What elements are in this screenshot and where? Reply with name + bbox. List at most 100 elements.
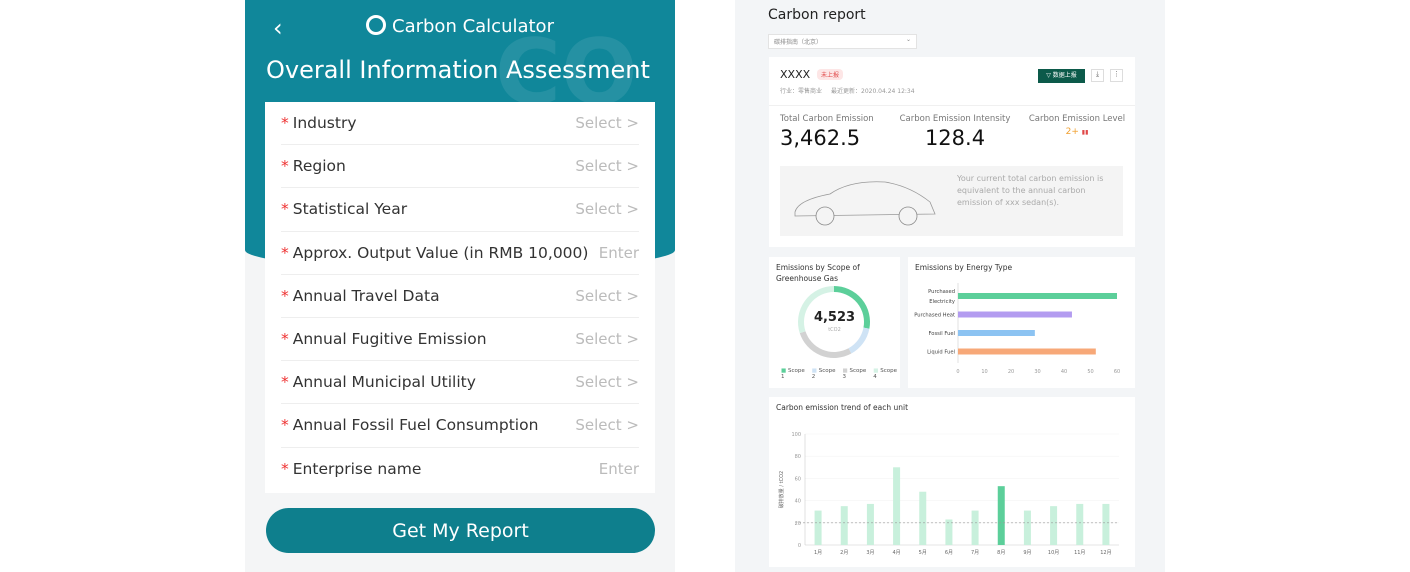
- bar: [958, 311, 1072, 318]
- legend-item: ■ Scope 3: [843, 368, 870, 380]
- assessment-form: * Industry Select > * Region Select > * Statist…: [265, 102, 655, 493]
- donut-slice: [848, 327, 870, 354]
- form-field-row[interactable]: * Statistical Year Select >: [281, 188, 639, 232]
- legend-label: Scope 3: [842, 368, 867, 380]
- x-tick-label: 60: [1114, 369, 1120, 375]
- legend-swatch: ■: [811, 368, 817, 374]
- legend-item: ■ Scope 1: [781, 368, 808, 380]
- form-field-row[interactable]: * Enterprise name Enter: [281, 448, 639, 491]
- scope-legend: ■ Scope 1 ■ Scope 2 ■ Scope 3 ■ Scope 4: [781, 368, 900, 380]
- required-mark: *: [281, 286, 289, 305]
- x-tick-label: 5月: [919, 550, 927, 556]
- kpi-label: Carbon Emission Level: [1028, 114, 1126, 124]
- meta-industry: 行业：零售商业: [780, 88, 823, 95]
- sedan-illustration: [794, 181, 936, 226]
- chart-title: Carbon emission trend of each unit: [776, 403, 909, 412]
- bar: [958, 293, 1117, 299]
- donut-center-unit: tCO2: [828, 327, 841, 333]
- donut-center-value: 4,523: [813, 310, 856, 325]
- bar: [1102, 503, 1110, 545]
- summary-card: XXXX 未上报 行业：零售商业 最近更新：2020.04.24 12:34 ▽…: [769, 57, 1135, 247]
- field-label: Industry: [292, 114, 357, 133]
- legend-item: ■ Scope 4: [873, 368, 900, 380]
- field-action[interactable]: Select >: [575, 157, 639, 176]
- x-tick-label: 30: [1034, 369, 1040, 375]
- form-field-row[interactable]: * Industry Select >: [281, 102, 639, 146]
- form-field-row[interactable]: * Annual Fugitive Emission Select >: [281, 318, 639, 362]
- get-report-button[interactable]: Get My Report: [266, 508, 655, 553]
- bar: [840, 506, 848, 545]
- field-action[interactable]: Select >: [575, 330, 639, 349]
- required-mark: *: [281, 114, 289, 133]
- donut-slice: [799, 331, 852, 358]
- category-label: Purchased Electricity: [928, 289, 955, 305]
- field-action[interactable]: Select >: [575, 286, 639, 305]
- bar: [1023, 510, 1031, 545]
- form-field-row[interactable]: * Approx. Output Value (in RMB 10,000) Ent…: [281, 232, 639, 275]
- form-field-row[interactable]: * Annual Municipal Utility Select >: [281, 361, 639, 405]
- legend-swatch: ■: [842, 368, 848, 374]
- legend-swatch: ■: [873, 368, 879, 374]
- kpi-label: Carbon Emission Intensity: [899, 114, 1011, 124]
- field-label: Annual Municipal Utility: [292, 373, 476, 392]
- level-bars-icon: ▮▮: [1081, 129, 1089, 136]
- field-label: Annual Fossil Fuel Consumption: [292, 416, 539, 435]
- energy-bar-chart: Purchased Electricity Purchased Heat Fossil…: [914, 283, 1120, 375]
- field-action[interactable]: Enter: [598, 460, 639, 479]
- form-field-row[interactable]: * Annual Travel Data Select >: [281, 275, 639, 318]
- legend-label: Scope 2: [811, 368, 836, 380]
- bar: [893, 467, 901, 545]
- form-field-row[interactable]: * Region Select >: [281, 145, 639, 189]
- download-icon[interactable]: ⤓: [1091, 69, 1104, 82]
- bar: [866, 503, 874, 545]
- field-action[interactable]: Enter: [598, 243, 639, 262]
- report-data-button[interactable]: ▽ 数据上报: [1038, 69, 1085, 83]
- scope-donut-chart: [798, 286, 870, 358]
- equivalence-panel: Your current total carbon emission is eq…: [780, 166, 1123, 236]
- bar: [958, 330, 1035, 336]
- x-tick-label: 40: [1061, 369, 1067, 375]
- scope-chart-card: Emissions by Scope of Greenhouse Gas 4,5…: [769, 257, 900, 388]
- y-tick-label: 100: [791, 432, 801, 438]
- chart-title: Emissions by Scope of Greenhouse Gas: [776, 263, 860, 283]
- bar: [1076, 503, 1084, 545]
- required-mark: *: [281, 460, 289, 479]
- page-title: Overall Information Assessment: [266, 56, 650, 84]
- y-tick-label: 40: [795, 499, 801, 505]
- carbon-report-screen: Carbon report 碳排指南（北京） ⌄ XXXX 未上报 行业：零售商业…: [735, 0, 1165, 572]
- required-mark: *: [281, 416, 289, 435]
- x-tick-label: 7月: [971, 550, 979, 556]
- back-icon[interactable]: ‹: [273, 14, 283, 42]
- field-action[interactable]: Select >: [575, 114, 639, 133]
- bar: [945, 519, 953, 545]
- more-icon[interactable]: ⋮: [1110, 69, 1123, 82]
- x-tick-label: 8月: [997, 550, 1005, 556]
- carbon-calculator-screen: CO ‹ Carbon Calculator Overall Informati…: [245, 0, 675, 572]
- field-label: Enterprise name: [292, 460, 422, 479]
- y-tick-label: 20: [795, 521, 801, 527]
- x-tick-label: 12月: [1100, 550, 1111, 556]
- region-dropdown[interactable]: 碳排指南（北京） ⌄: [768, 34, 917, 49]
- bar: [1050, 506, 1058, 545]
- trend-bar-chart: 0 20 40 60 80 100 碳排放量 / tCO2 1月 2月 3月 4月 5月 6月 7月 8月 9…: [778, 432, 1119, 556]
- field-action[interactable]: Select >: [575, 373, 639, 392]
- equivalence-text: Your current total carbon emission is eq…: [957, 174, 1104, 207]
- required-mark: *: [281, 200, 289, 219]
- y-tick-label: 60: [795, 476, 801, 482]
- field-action[interactable]: Select >: [575, 416, 639, 435]
- form-field-row[interactable]: * Annual Fossil Fuel Consumption Select >: [281, 404, 639, 448]
- y-tick-label: 0: [798, 543, 801, 549]
- x-tick-label: 2月: [840, 550, 848, 556]
- field-action[interactable]: Select >: [575, 200, 639, 219]
- kpi-value: 128.4: [924, 126, 986, 150]
- chart-title: Emissions by Energy Type: [915, 263, 1013, 272]
- divider: [769, 105, 1135, 106]
- field-label: Annual Travel Data: [292, 286, 440, 305]
- app-title: Carbon Calculator: [245, 15, 675, 37]
- level-value: 2+: [1065, 127, 1079, 137]
- kpi-total: Total Carbon Emission 3,462.5: [780, 114, 874, 150]
- kpi-label: Total Carbon Emission: [780, 114, 874, 124]
- bar: [919, 491, 927, 545]
- field-label: Region: [292, 157, 346, 176]
- x-tick-label: 3月: [866, 550, 874, 556]
